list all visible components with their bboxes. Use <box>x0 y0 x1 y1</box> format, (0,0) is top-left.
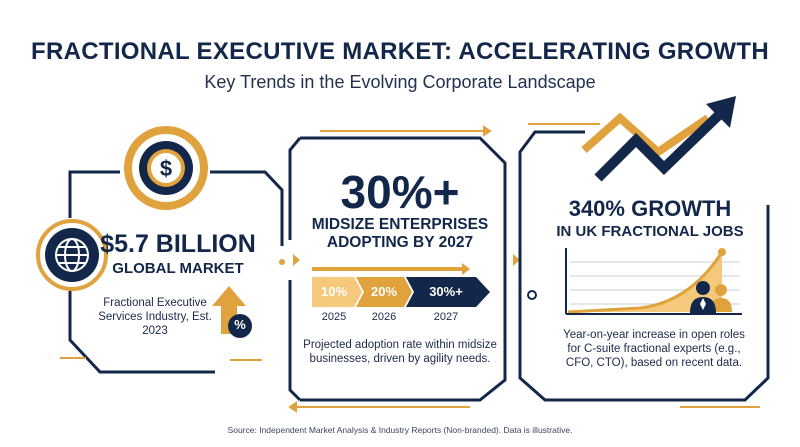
page-subtitle: Key Trends in the Evolving Corporate Lan… <box>204 72 596 92</box>
ukjobs-label: IN UK FRACTIONAL JOBS <box>556 223 744 240</box>
panel-market-frame <box>68 170 284 374</box>
svg-text:$: $ <box>160 156 172 181</box>
page-title: FRACTIONAL EXECUTIVE MARKET: ACCELERATIN… <box>31 38 769 65</box>
percent-symbol: % <box>234 317 246 332</box>
market-description: Fractional Executive Services Industry, … <box>98 297 212 337</box>
globe-icon <box>36 219 108 291</box>
panel-ukjobs-frame <box>518 130 770 402</box>
adoption-value: 30%+ <box>340 166 460 218</box>
connector-arrow-1 <box>293 254 300 266</box>
trend-arrow-icon <box>581 96 736 182</box>
people-icon <box>690 281 732 313</box>
adoption-step-value: 10% <box>320 284 348 299</box>
percent-icon <box>228 314 252 338</box>
adoption-step-value: 20% <box>370 284 398 299</box>
panel-ukjobs-accent <box>528 123 760 408</box>
panel-ukjobs-dot <box>527 290 537 300</box>
connector-arrow-2 <box>513 254 520 266</box>
adoption-step-year: 2025 <box>321 311 347 323</box>
adoption-description: Projected adoption rate within midsize b… <box>303 339 497 365</box>
adoption-label: MIDSIZE ENTERPRISES ADOPTING BY 2027 <box>311 216 489 251</box>
ukjobs-description: Year-on-year increase in open roles for … <box>563 329 745 369</box>
adoption-step-value: 30%+ <box>429 284 463 299</box>
panel-adoption-frame <box>288 136 507 402</box>
panel-market-dot <box>279 259 285 265</box>
dollar-coin-icon: $ <box>124 126 208 210</box>
panel-adoption-accent <box>288 125 492 413</box>
up-arrow-icon <box>212 286 246 334</box>
adoption-progress-band <box>312 263 490 307</box>
source-note: Source: Independent Market Analysis & In… <box>227 425 573 435</box>
market-value: $5.7 BILLION <box>100 230 256 258</box>
adoption-step-year: 2027 <box>433 311 459 323</box>
market-label: GLOBAL MARKET <box>112 260 244 277</box>
adoption-step-year: 2026 <box>371 311 397 323</box>
ukjobs-value: 340% GROWTH <box>568 196 732 221</box>
